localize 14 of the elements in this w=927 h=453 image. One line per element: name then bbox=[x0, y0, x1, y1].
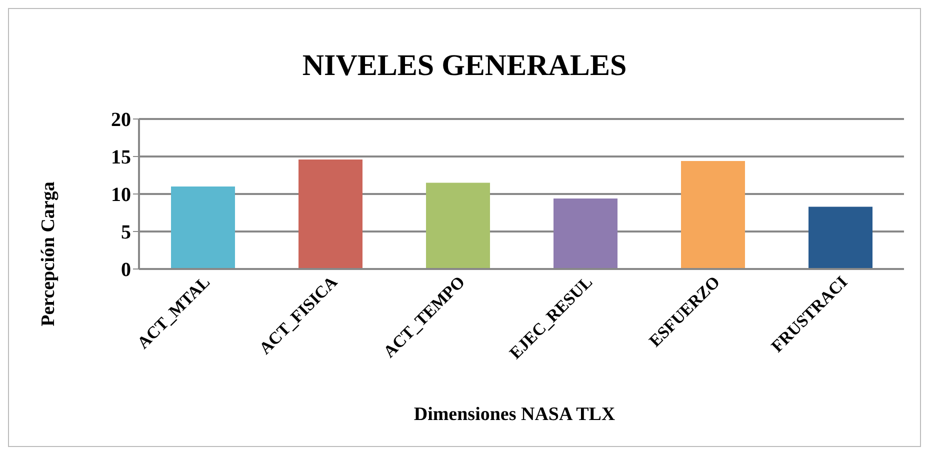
chart-title: NIVELES GENERALES bbox=[301, 49, 628, 83]
y-tick-label: 5 bbox=[121, 222, 131, 244]
bar bbox=[681, 161, 745, 269]
bar bbox=[808, 206, 872, 269]
y-tick-label: 10 bbox=[111, 184, 131, 206]
bar bbox=[298, 160, 362, 269]
x-axis-title: Dimensiones NASA TLX bbox=[412, 404, 616, 426]
bar bbox=[554, 198, 618, 269]
bar bbox=[426, 182, 490, 269]
y-tick-label: 20 bbox=[111, 109, 131, 132]
y-tick-label: 0 bbox=[121, 259, 131, 282]
y-axis-title: Percepción Carga bbox=[38, 182, 60, 326]
y-tick-label: 15 bbox=[111, 146, 131, 169]
bar bbox=[171, 186, 235, 269]
